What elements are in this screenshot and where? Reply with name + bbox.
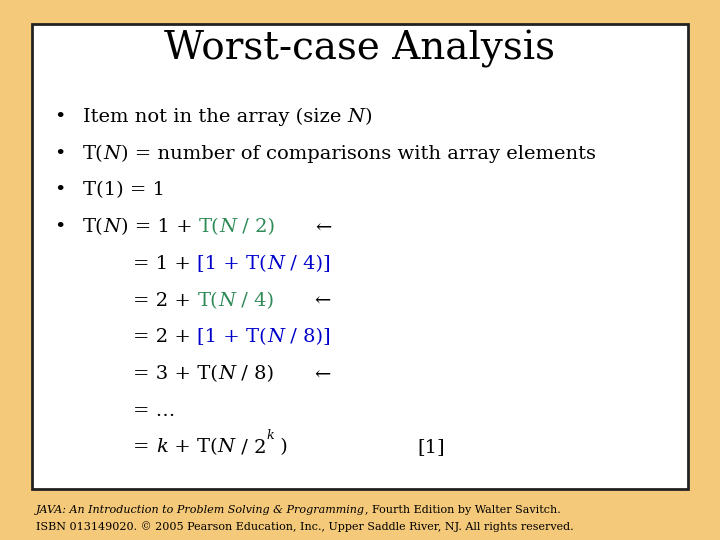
Text: N: N [217, 438, 235, 456]
Text: + T(: + T( [168, 438, 217, 456]
Text: ←: ← [315, 218, 331, 236]
Text: / 8): / 8) [235, 365, 274, 383]
Text: / 2: / 2 [235, 438, 266, 456]
Text: ): ) [364, 108, 372, 126]
Text: JAVA: An Introduction to Problem Solving & Programming: JAVA: An Introduction to Problem Solving… [36, 505, 365, 515]
Text: •: • [54, 145, 66, 163]
Text: ): ) [274, 438, 287, 456]
Text: = 2 +: = 2 + [133, 328, 197, 346]
Text: k: k [156, 438, 168, 456]
Text: N: N [267, 255, 284, 273]
Text: •: • [54, 218, 66, 236]
Text: •: • [54, 108, 66, 126]
Text: / 8)]: / 8)] [284, 328, 330, 346]
Text: Worst-case Analysis: Worst-case Analysis [164, 30, 556, 68]
Text: =: = [133, 438, 156, 456]
Text: ←: ← [314, 292, 330, 309]
Text: T(1) = 1: T(1) = 1 [83, 181, 165, 199]
Text: N: N [104, 145, 121, 163]
Text: N: N [104, 218, 121, 236]
Text: N: N [267, 328, 284, 346]
Text: , Fourth Edition by Walter Savitch.: , Fourth Edition by Walter Savitch. [365, 505, 561, 515]
Text: = 1 +: = 1 + [133, 255, 197, 273]
Text: Item not in the array (size: Item not in the array (size [83, 108, 348, 126]
Text: [1 + T(: [1 + T( [197, 255, 267, 273]
Text: = 2 +: = 2 + [133, 292, 197, 309]
Text: T(: T( [197, 292, 218, 309]
Text: ISBN 013149020. © 2005 Pearson Education, Inc., Upper Saddle River, NJ. All righ: ISBN 013149020. © 2005 Pearson Education… [36, 521, 574, 532]
Text: / 4)]: / 4)] [284, 255, 330, 273]
Text: = 3 + T(: = 3 + T( [133, 365, 218, 383]
Text: N: N [348, 108, 364, 126]
Text: ) = number of comparisons with array elements: ) = number of comparisons with array ele… [121, 145, 595, 163]
Text: N: N [218, 365, 235, 383]
Text: N: N [220, 218, 236, 236]
Text: [1 + T(: [1 + T( [197, 328, 267, 346]
Text: T(: T( [83, 145, 104, 163]
Text: k: k [266, 429, 274, 442]
Text: T(: T( [83, 218, 104, 236]
Text: T(: T( [199, 218, 220, 236]
Text: ) = 1 +: ) = 1 + [121, 218, 199, 236]
Text: ←: ← [314, 365, 330, 383]
Text: / 4): / 4) [235, 292, 274, 309]
Text: N: N [218, 292, 235, 309]
Text: [1]: [1] [418, 438, 445, 456]
Text: •: • [54, 181, 66, 199]
Text: = …: = … [133, 402, 176, 420]
Text: / 2): / 2) [236, 218, 276, 236]
